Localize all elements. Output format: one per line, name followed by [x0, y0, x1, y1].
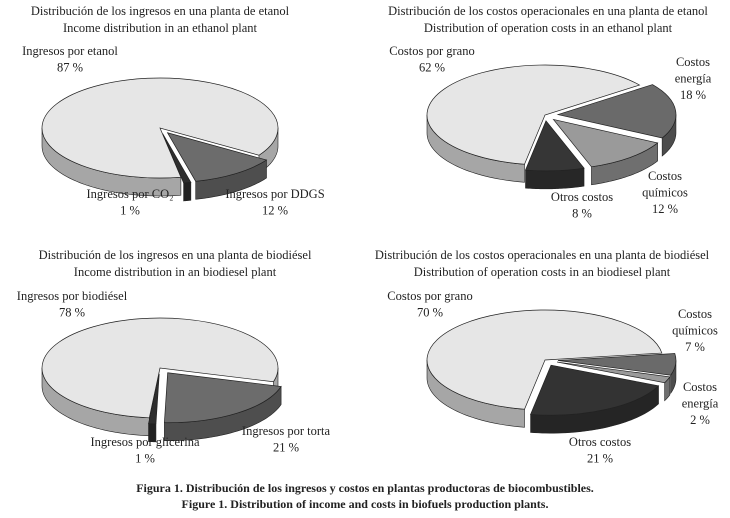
value-label: 70 % — [417, 305, 443, 319]
slice — [557, 361, 671, 384]
slice-label: Otros costos — [569, 435, 631, 449]
chart-title: Distribución de los ingresos en una plan… — [39, 248, 312, 262]
slice — [148, 373, 160, 425]
pie — [41, 317, 282, 443]
value-label: 2 % — [690, 413, 710, 427]
value-label: 18 % — [680, 88, 706, 102]
slice-label-line: químicos — [672, 323, 718, 337]
slice-label: Costos por grano — [389, 44, 474, 58]
value-label: 12 % — [262, 203, 288, 217]
slice-label-line: químicos — [642, 185, 688, 199]
value-label: 62 % — [419, 60, 445, 74]
slice — [557, 353, 677, 376]
slice-label: Costos energía — [675, 55, 712, 86]
pie — [426, 64, 677, 190]
slice — [166, 132, 268, 182]
value-label: 21 % — [273, 440, 299, 454]
slice-label: Costos energía — [682, 380, 719, 411]
slice-label: Ingresos por CO₂ — [87, 187, 174, 201]
slice-label: Otros costos — [551, 190, 613, 204]
slice-label: Ingresos por biodiésel — [17, 289, 128, 303]
slice — [426, 64, 641, 165]
value-label: 78 % — [59, 305, 85, 319]
chart-subtitle: Income distribution in an ethanol plant — [63, 21, 258, 35]
caption: Figure 1. Distribution of income and cos… — [182, 497, 549, 511]
chart-subtitle: Income distribution in an biodiesel plan… — [74, 265, 277, 279]
chart-subtitle: Distribution of operation costs in an bi… — [414, 265, 671, 279]
slice-label: Ingresos por etanol — [22, 44, 118, 58]
slice-label: Ingresos por DDGS — [225, 187, 324, 201]
slice-label: Ingresos por glicerina — [91, 435, 200, 449]
chart-subtitle: Distribution of operation costs in an et… — [424, 21, 673, 35]
slice-label-line: Costos — [678, 307, 712, 321]
value-label: 1 % — [120, 203, 140, 217]
slice — [164, 372, 282, 424]
value-label: 87 % — [57, 60, 83, 74]
slice — [162, 133, 192, 184]
pie — [426, 309, 677, 434]
chart-title: Distribución de los costos operacionales… — [375, 248, 710, 262]
value-label: 21 % — [587, 451, 613, 465]
value-label: 7 % — [685, 340, 705, 354]
slice — [556, 84, 677, 139]
value-label: 8 % — [572, 206, 592, 220]
slice-side — [525, 167, 585, 190]
value-label: 12 % — [652, 202, 678, 216]
slice — [552, 118, 659, 168]
slice-label: Costos por grano — [387, 289, 472, 303]
caption: Figura 1. Distribución de los ingresos y… — [136, 481, 594, 495]
slice — [41, 317, 279, 419]
slice — [426, 309, 663, 410]
slice-label-line: Costos — [683, 380, 717, 394]
slice-label: Costos químicos — [672, 307, 718, 338]
value-label: 1 % — [135, 451, 155, 465]
slice-label-line: energía — [682, 396, 719, 410]
slice-side — [183, 181, 192, 202]
slice — [530, 364, 660, 416]
slice-label-line: energía — [675, 71, 712, 85]
slice-label-line: Costos — [648, 169, 682, 183]
chart-title: Distribución de los costos operacionales… — [388, 4, 708, 18]
slice — [41, 77, 279, 179]
slice-label: Ingresos por torta — [242, 424, 331, 438]
chart-title: Distribución de los ingresos en una plan… — [31, 4, 290, 18]
slice-label-line: Costos — [676, 55, 710, 69]
pie — [41, 77, 279, 202]
slice-label: Costos químicos — [642, 169, 688, 200]
slice — [524, 120, 585, 172]
